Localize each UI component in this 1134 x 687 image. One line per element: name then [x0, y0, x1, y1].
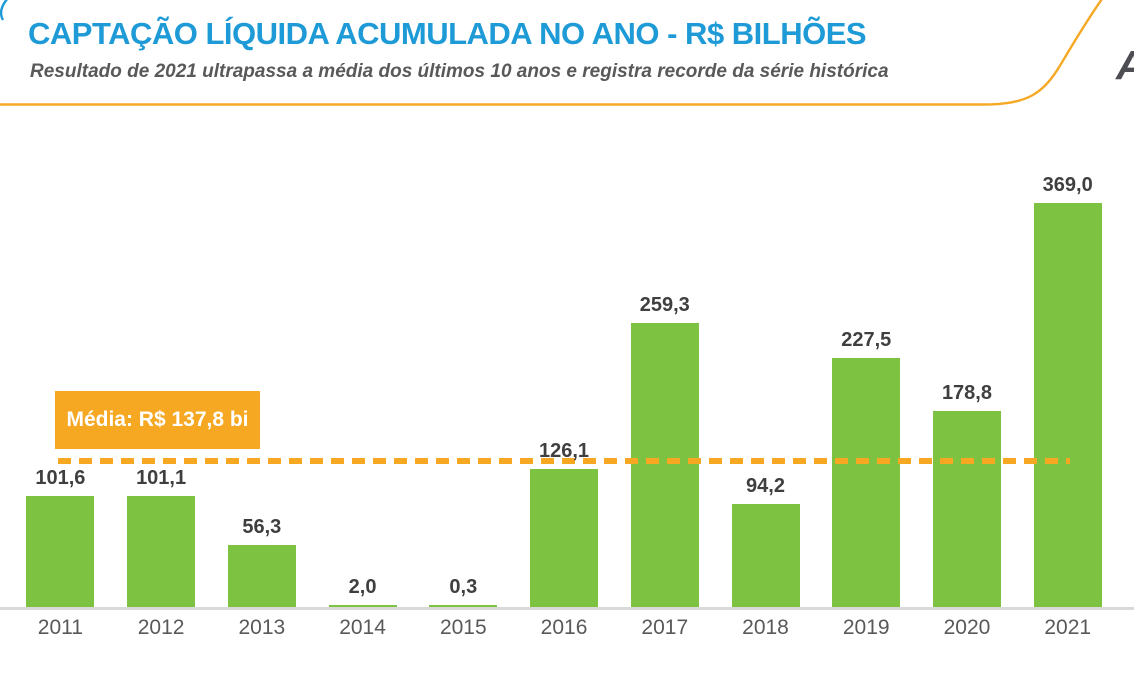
x-axis-label-2017: 2017	[641, 616, 689, 639]
bar-value-label: 178,8	[941, 382, 992, 404]
bar-2021	[1033, 203, 1102, 607]
bar-2013	[227, 545, 296, 607]
bar-value-label: 94,2	[746, 475, 785, 497]
bar-2011	[26, 496, 95, 607]
bar-value-label: 101,6	[35, 467, 86, 489]
bar-value-label: 227,5	[841, 329, 892, 351]
x-axis-label-2021: 2021	[1044, 616, 1092, 639]
bar-column-2015: 0,3	[413, 130, 514, 607]
bar-value-label: 126,1	[539, 440, 590, 462]
x-axis-label-2018: 2018	[742, 616, 789, 639]
bar-2015	[429, 605, 498, 607]
logo-letter-fragment: A	[1116, 42, 1134, 89]
bar-column-2011: 101,6	[10, 130, 111, 607]
bar-chart: 101,6 101,1 56,3 2,0 0,3 126,1 259,3 94,2 227,5 1…	[0, 130, 1134, 610]
x-axis-label-2011: 2011	[37, 616, 83, 639]
bar-column-2012: 101,1	[111, 130, 212, 607]
x-axis-label-2016: 2016	[540, 616, 588, 639]
chart-title: CAPTAÇÃO LÍQUIDA ACUMULADA NO ANO - R$ B…	[28, 16, 867, 51]
x-axis-labels: 2011 2012 2013 2014 2015 2016 2017 2018 2019 2020…	[10, 616, 1118, 640]
bar-value-label: 0,3	[449, 576, 478, 598]
bar-column-2014: 2,0	[312, 130, 413, 607]
bar-column-2020: 178,8	[917, 130, 1018, 607]
bar-value-label: 101,1	[136, 467, 187, 489]
average-label-box: Média: R$ 137,8 bi	[55, 391, 260, 449]
bar-value-label: 259,3	[639, 294, 690, 316]
bar-value-label: 56,3	[242, 516, 282, 538]
bar-2018	[731, 504, 800, 607]
bar-column-2019: 227,5	[816, 130, 917, 607]
bar-column-2016: 126,1	[514, 130, 615, 607]
x-axis-label-2020: 2020	[943, 616, 991, 639]
bar-2017	[630, 323, 699, 607]
x-axis-label-2013: 2013	[238, 616, 286, 639]
bar-value-label: 369,0	[1042, 174, 1093, 196]
bar-2012	[127, 496, 196, 607]
bar-column-2021: 369,0	[1017, 130, 1118, 607]
average-dashed-line	[58, 458, 1070, 464]
x-axis-label-2012: 2012	[137, 616, 185, 639]
bar-column-2017: 259,3	[614, 130, 715, 607]
corner-arc-decoration	[0, 0, 8, 21]
bar-column-2018: 94,2	[715, 130, 816, 607]
x-axis-label-2019: 2019	[842, 616, 890, 639]
x-axis-label-2015: 2015	[439, 616, 487, 639]
x-axis-baseline	[0, 607, 1134, 610]
bar-column-2013: 56,3	[211, 130, 312, 607]
bar-columns: 101,6 101,1 56,3 2,0 0,3 126,1 259,3 94,2 227,5 1…	[10, 130, 1118, 607]
bar-2019	[832, 358, 901, 607]
x-axis-label-2014: 2014	[339, 616, 386, 639]
bar-value-label: 2,0	[348, 576, 377, 598]
bar-2020	[932, 411, 1001, 607]
chart-subtitle: Resultado de 2021 ultrapassa a média dos…	[30, 61, 889, 82]
bar-2016	[530, 469, 599, 607]
bar-2014	[328, 605, 397, 607]
